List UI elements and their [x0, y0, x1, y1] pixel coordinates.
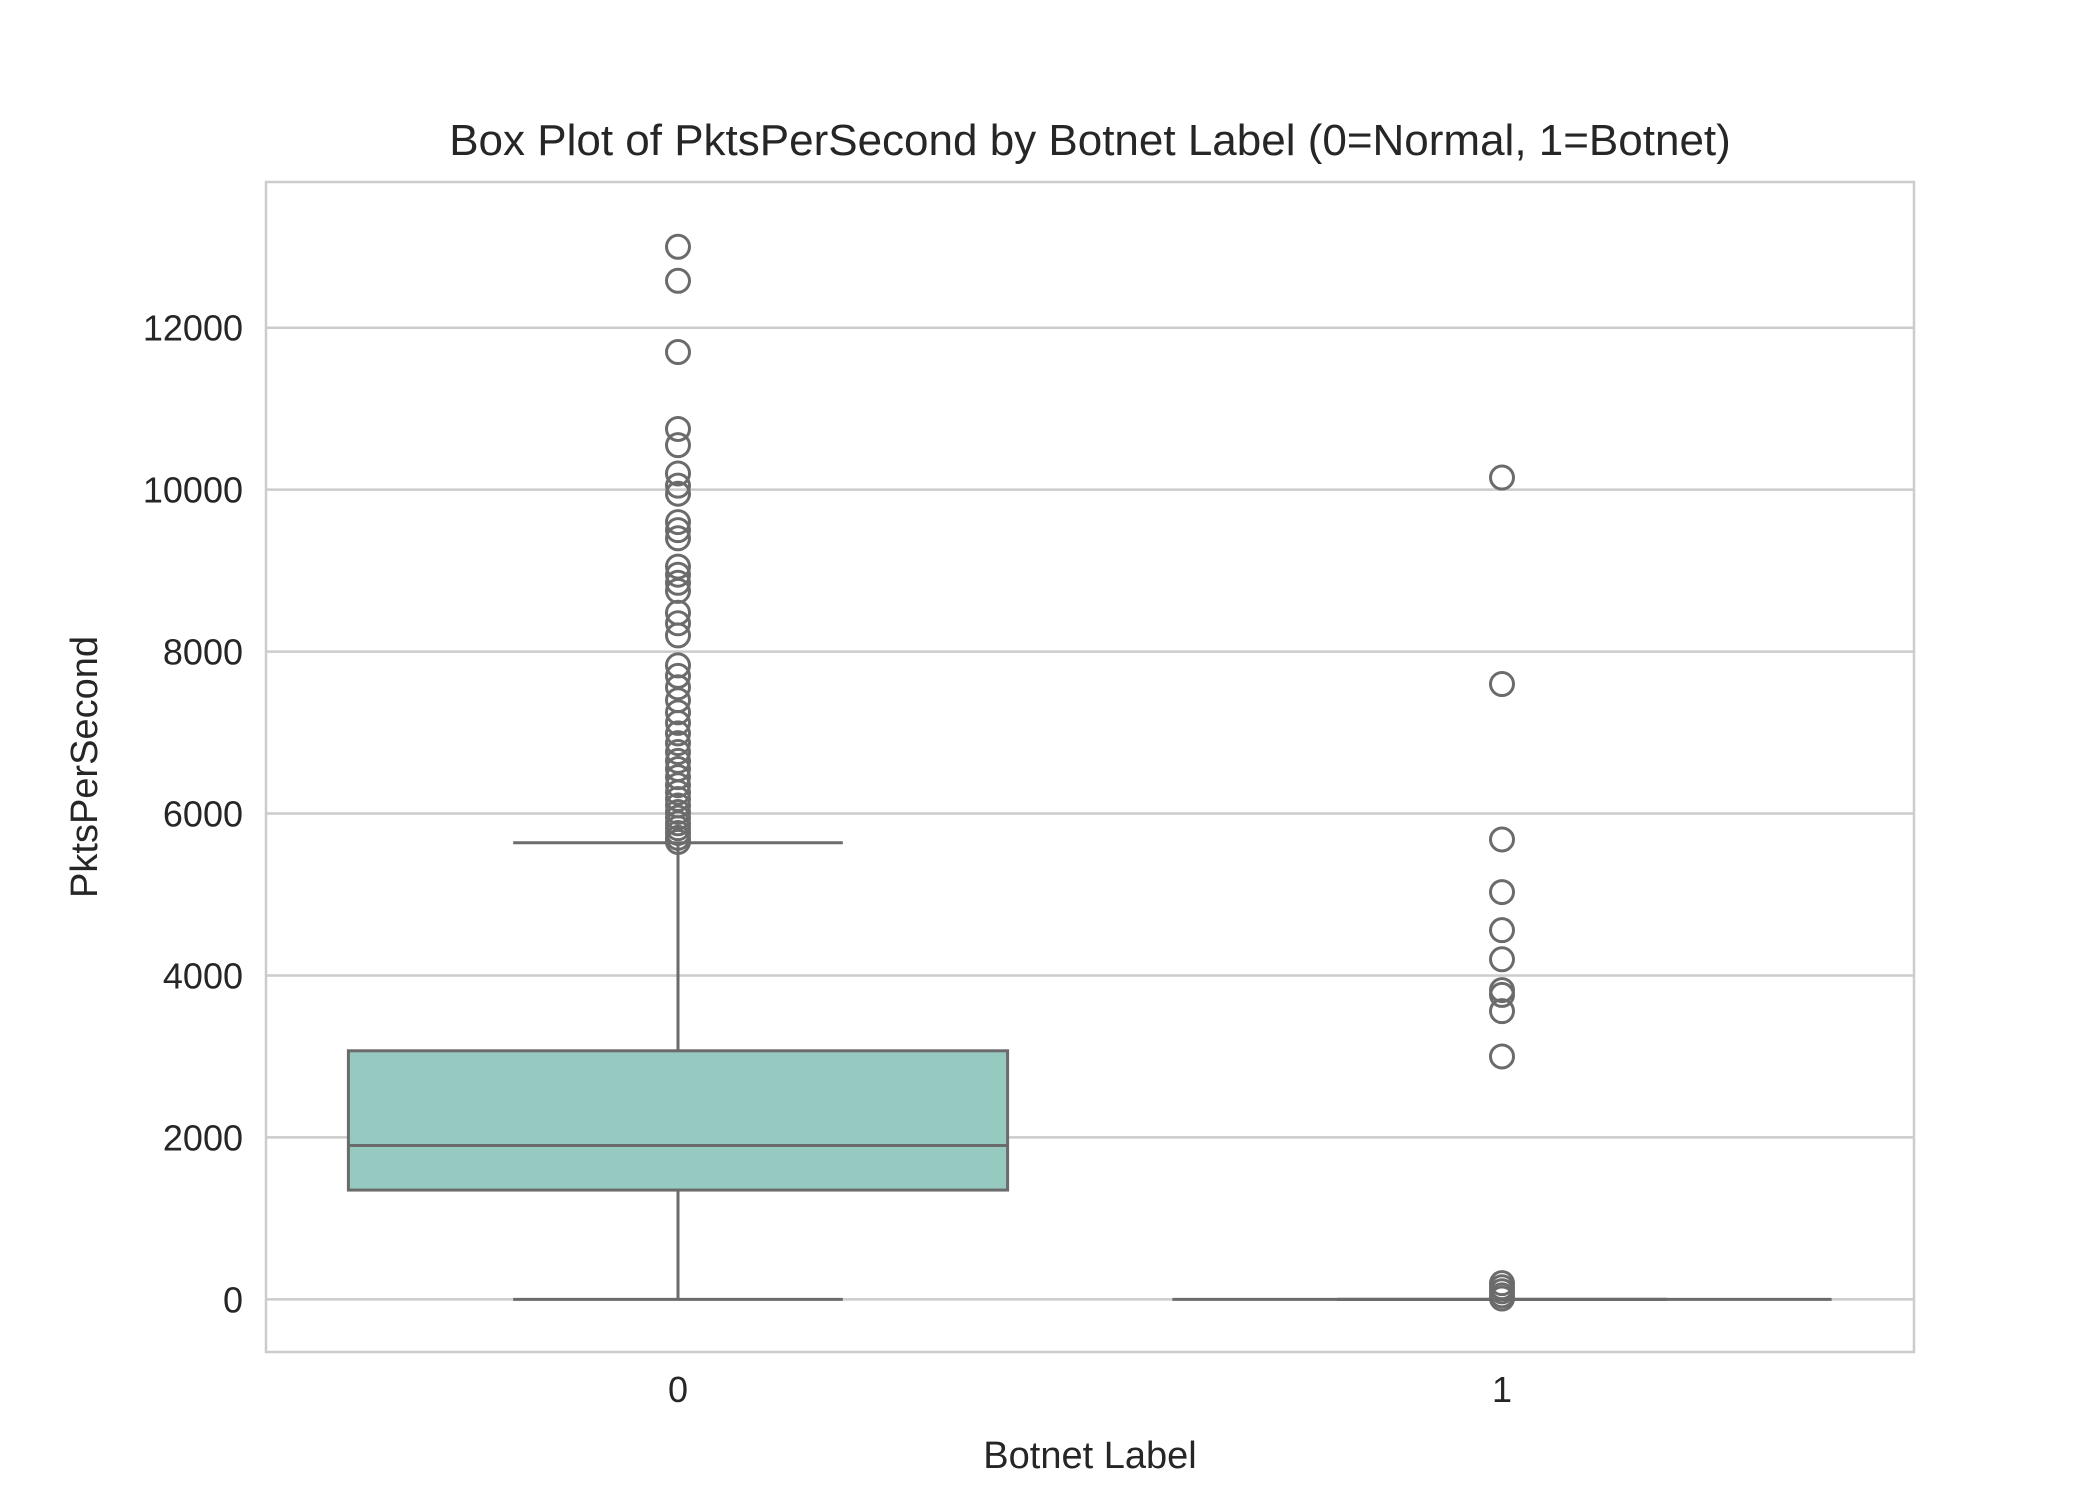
outlier-point — [665, 610, 691, 637]
outlier-point — [665, 460, 691, 487]
plot-frame — [264, 180, 1916, 1354]
outlier-point — [1489, 826, 1515, 853]
outlier-point — [1489, 879, 1515, 906]
outlier-point — [1489, 464, 1515, 491]
outlier-point — [665, 480, 691, 507]
box-group-1 — [1172, 464, 1832, 1312]
outlier-point — [665, 233, 691, 260]
outlier-point — [1489, 998, 1515, 1025]
x-tick-label: 0 — [668, 1369, 688, 1410]
y-tick-label: 8000 — [163, 632, 243, 673]
outlier-point — [1489, 1285, 1515, 1312]
chart-title: Box Plot of PktsPerSecond by Botnet Labe… — [449, 116, 1731, 165]
y-tick-label: 12000 — [143, 308, 243, 349]
outlier-point — [665, 662, 691, 689]
iqr-box — [346, 1049, 1010, 1192]
outlier-point — [665, 569, 691, 596]
outlier-point — [1489, 946, 1515, 973]
outlier-point — [665, 699, 691, 726]
outlier-point — [665, 747, 691, 774]
outlier-point — [665, 517, 691, 544]
outlier-point — [1489, 917, 1515, 944]
x-tick-label: 1 — [1492, 1369, 1512, 1410]
outlier-point — [665, 561, 691, 588]
outlier-point — [665, 739, 691, 766]
box-group-0 — [346, 233, 1010, 1301]
outlier-point — [665, 472, 691, 499]
outlier-point — [665, 525, 691, 552]
y-axis-label: PktsPerSecond — [64, 636, 106, 898]
y-tick-label: 4000 — [163, 955, 243, 996]
outlier-point — [1489, 1043, 1515, 1070]
x-axis-label: Botnet Label — [983, 1435, 1196, 1477]
outlier-point — [1489, 671, 1515, 698]
tick-labels: 0 2000 4000 6000 8000 10000 12000 0 1 — [143, 308, 1512, 1410]
outlier-point — [665, 509, 691, 536]
y-tick-label: 10000 — [143, 470, 243, 511]
outlier-point — [665, 415, 691, 442]
outlier-point — [665, 792, 691, 819]
outlier-point — [665, 339, 691, 366]
outlier-point — [665, 432, 691, 459]
boxes — [346, 233, 1832, 1312]
outlier-point — [1489, 981, 1515, 1008]
outlier-point — [665, 652, 691, 679]
y-tick-label: 6000 — [163, 794, 243, 835]
outlier-point — [665, 553, 691, 580]
y-tick-label: 2000 — [163, 1117, 243, 1158]
outlier-point — [665, 730, 691, 757]
outlier-point — [665, 267, 691, 294]
outlier-point — [665, 764, 691, 791]
y-tick-label: 0 — [223, 1279, 243, 1320]
outlier-point — [665, 756, 691, 783]
outlier-point — [665, 720, 691, 747]
outlier-point — [665, 798, 691, 825]
